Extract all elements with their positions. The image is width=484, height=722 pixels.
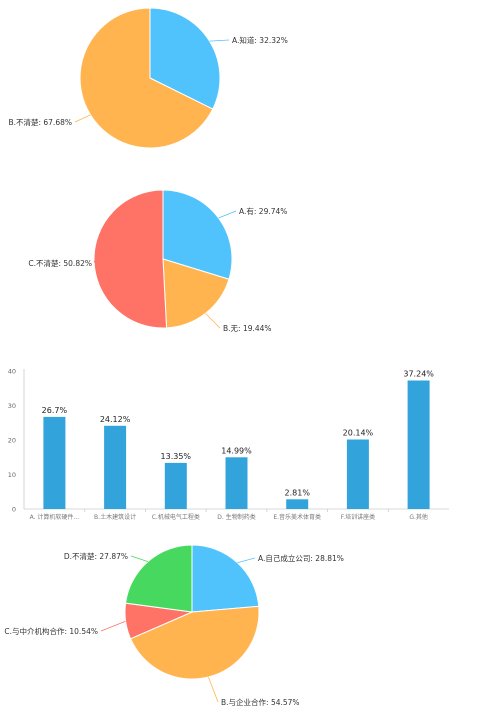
pie-slice xyxy=(162,189,233,280)
pie-leader-line xyxy=(208,676,219,703)
bar xyxy=(104,425,127,509)
x-tick-label: C.机械电气工程类 xyxy=(152,513,200,521)
pie-slice-label: C.与中介机构合作: 10.54% xyxy=(4,626,98,636)
bar-chart-categories: 0 10 20 30 40 26.7% A. 计算机软硬件... 24.12% B.土木建筑设计… xyxy=(8,368,449,521)
pie-slice xyxy=(125,544,193,613)
x-tick-label: D. 生物制药类 xyxy=(217,513,255,521)
pie-leader-line xyxy=(100,620,126,632)
bar xyxy=(346,439,369,509)
pie-slice xyxy=(79,7,214,149)
pie-leader-line xyxy=(237,557,256,564)
y-tick-label: 30 xyxy=(8,402,16,410)
bar-value-label: 2.81% xyxy=(285,488,311,497)
pie-leader-line xyxy=(74,114,91,123)
x-tick-label: B.土木建筑设计 xyxy=(94,513,136,521)
pie-leader-line xyxy=(205,313,221,329)
bar xyxy=(43,416,66,509)
bar xyxy=(164,462,187,509)
pie-slice-label: B.与企业合作: 54.57% xyxy=(221,697,300,707)
pie-slice xyxy=(162,258,230,329)
pie-slice xyxy=(129,605,260,680)
y-tick-label: 0 xyxy=(12,506,16,514)
pie-slice-label: B.无: 19.44% xyxy=(223,324,272,333)
pie-slice-label: D.不清楚: 27.87% xyxy=(64,551,128,561)
bar-value-label: 14.99% xyxy=(221,446,252,455)
pie-leader-line xyxy=(209,39,230,42)
pie-slice-label: A.知道: 32.32% xyxy=(232,35,288,45)
pie-slice xyxy=(191,544,260,613)
pie-slice-label: B.不清楚: 67.68% xyxy=(8,117,72,127)
bar-value-label: 26.7% xyxy=(42,406,68,415)
bar xyxy=(286,499,309,509)
pie-leader-line xyxy=(218,210,237,219)
pie-slice-label: A.自己成立公司: 28.81% xyxy=(258,553,344,563)
y-tick-label: 40 xyxy=(8,368,16,376)
bar-value-label: 13.35% xyxy=(161,452,192,461)
x-tick-label: G.其他 xyxy=(409,513,428,521)
x-tick-label: A. 计算机软硬件... xyxy=(30,513,80,521)
x-tick-label: F.培训讲座类 xyxy=(341,513,375,521)
bar-value-label: 20.14% xyxy=(343,429,374,438)
pie-leader-line xyxy=(93,260,96,264)
y-tick-label: 10 xyxy=(8,471,16,479)
pie-slice-label: C.不清楚: 50.82% xyxy=(28,258,92,268)
pie-leader-line xyxy=(130,555,149,562)
pie-slice xyxy=(93,189,168,329)
pie-slice-label: A.有: 29.74% xyxy=(239,206,287,216)
bar-value-label: 37.24% xyxy=(403,370,434,379)
y-tick-label: 20 xyxy=(8,437,16,445)
pie-chart-availability: A.有: 29.74% B.无: 19.44% C.不清楚: 50.82% xyxy=(28,189,287,333)
pie-chart-cooperation: A.自己成立公司: 28.81% B.与企业合作: 54.57% C.与中介机构合作… xyxy=(4,544,344,707)
pie-slice xyxy=(149,7,221,110)
pie-chart-awareness: A.知道: 32.32% B.不清楚: 67.68% xyxy=(8,7,288,149)
bar xyxy=(407,380,430,509)
x-tick-label: E.音乐美术体育类 xyxy=(273,513,321,521)
bar-value-label: 24.12% xyxy=(100,415,131,424)
bar xyxy=(225,457,248,509)
